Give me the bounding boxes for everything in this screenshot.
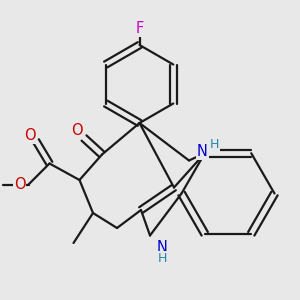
Text: O: O (71, 123, 82, 138)
Text: H: H (157, 251, 167, 265)
Text: N: N (157, 240, 167, 255)
Text: O: O (14, 177, 25, 192)
Text: H: H (210, 137, 219, 151)
Text: O: O (24, 128, 36, 142)
Text: F: F (135, 21, 144, 36)
Text: N: N (197, 144, 208, 159)
